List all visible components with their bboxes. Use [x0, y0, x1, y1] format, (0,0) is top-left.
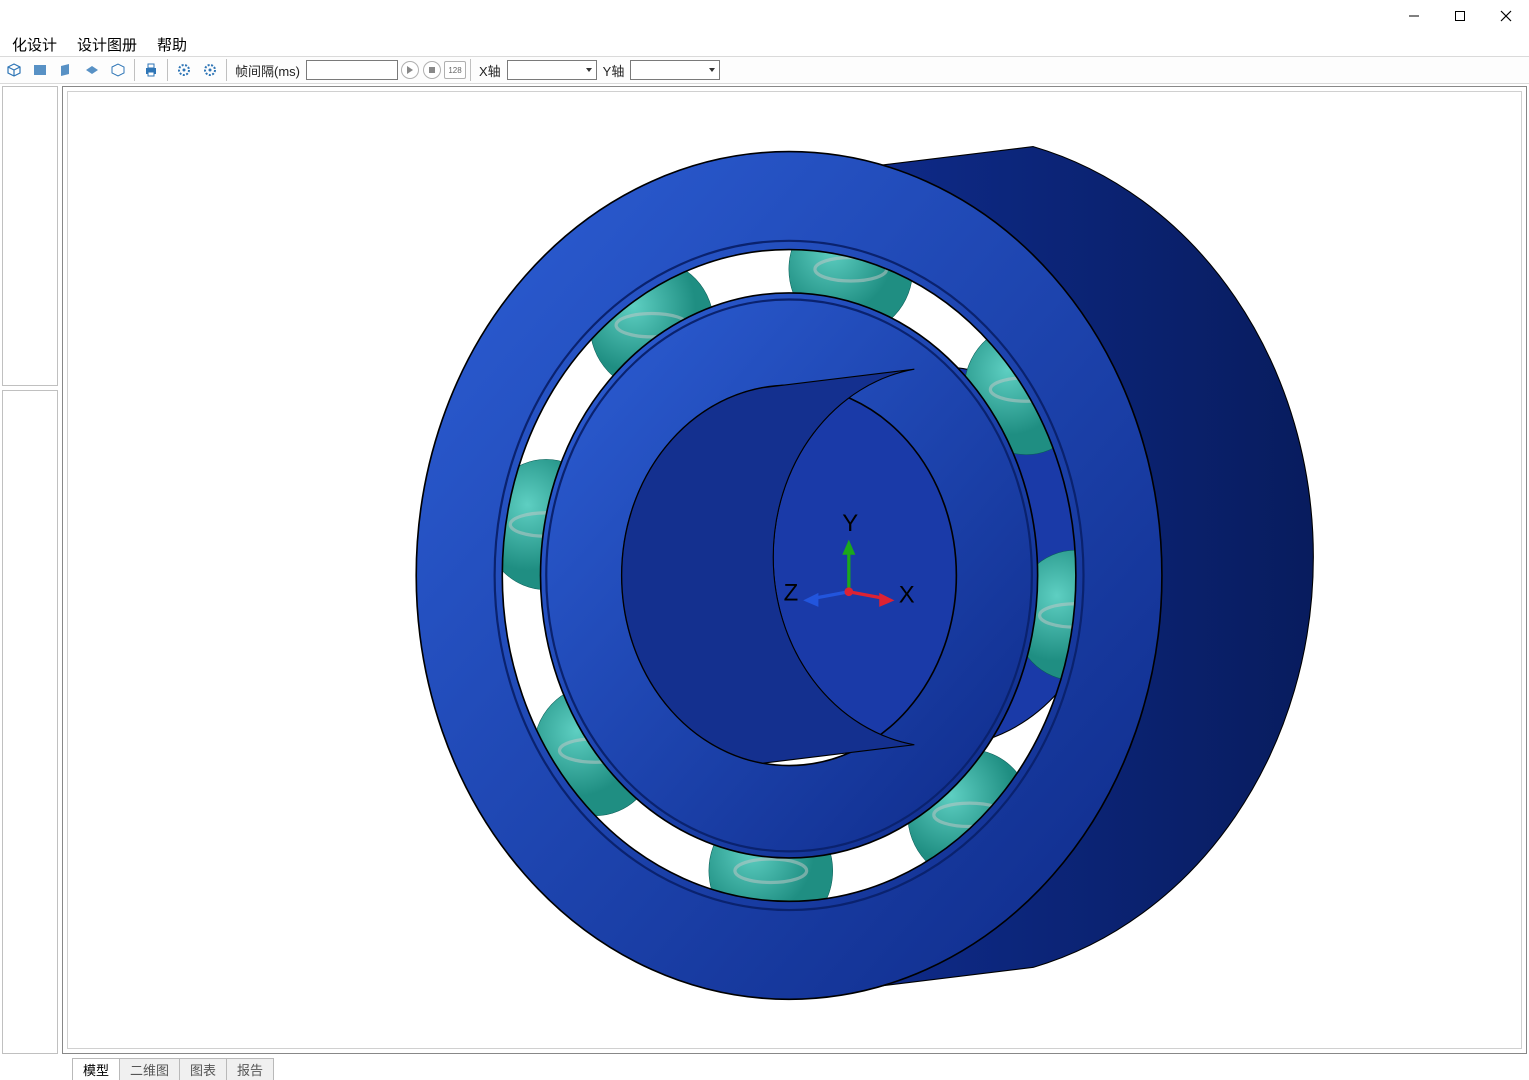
x-axis-label: X轴: [475, 61, 505, 80]
toolbar-separator: [470, 59, 471, 81]
viewport-container: Y X Z: [62, 86, 1527, 1054]
y-axis-combo[interactable]: [630, 60, 720, 80]
svg-text:X: X: [899, 582, 915, 609]
interval-input[interactable]: [306, 60, 398, 80]
bearing-model: Y X Z: [68, 92, 1521, 1048]
side-panel-top[interactable]: [2, 86, 58, 386]
view-front-icon[interactable]: [28, 59, 52, 81]
menu-item-atlas[interactable]: 设计图册: [67, 32, 147, 57]
menu-item-design[interactable]: 化设计: [2, 32, 67, 57]
view-iso-icon[interactable]: [2, 59, 26, 81]
side-panel-bottom[interactable]: [2, 390, 58, 1054]
viewport-inner: Y X Z: [67, 91, 1522, 1049]
settings-gear-icon[interactable]: [172, 59, 196, 81]
side-panel: [0, 84, 60, 1056]
x-axis-combo[interactable]: [507, 60, 597, 80]
maximize-button[interactable]: [1437, 0, 1483, 32]
minimize-button[interactable]: [1391, 0, 1437, 32]
tab-report[interactable]: 报告: [226, 1058, 274, 1080]
view-side-icon[interactable]: [54, 59, 78, 81]
toolbar-separator: [167, 59, 168, 81]
menu-bar: 化设计 设计图册 帮助: [0, 32, 1529, 56]
close-button[interactable]: [1483, 0, 1529, 32]
view-wire-icon[interactable]: [106, 59, 130, 81]
bottom-tab-bar: 模型 二维图 图表 报告: [0, 1056, 1529, 1080]
tab-model[interactable]: 模型: [72, 1058, 120, 1080]
window-titlebar: [0, 0, 1529, 32]
view-top-icon[interactable]: [80, 59, 104, 81]
menu-item-help[interactable]: 帮助: [147, 32, 197, 57]
y-axis-label: Y轴: [599, 61, 629, 80]
stop-button[interactable]: [423, 61, 441, 79]
tab-2d[interactable]: 二维图: [119, 1058, 180, 1080]
viewport-3d[interactable]: Y X Z: [62, 86, 1527, 1054]
toolbar-separator: [226, 59, 227, 81]
frame-display[interactable]: 128: [444, 61, 466, 79]
svg-text:Y: Y: [842, 510, 858, 537]
play-button[interactable]: [401, 61, 419, 79]
run-gear-icon[interactable]: [198, 59, 222, 81]
interval-label: 帧间隔(ms): [231, 61, 304, 80]
workspace: Y X Z: [0, 84, 1529, 1056]
print-icon[interactable]: [139, 59, 163, 81]
tab-chart[interactable]: 图表: [179, 1058, 227, 1080]
svg-text:Z: Z: [784, 579, 799, 606]
toolbar: 帧间隔(ms) 128 X轴 Y轴: [0, 56, 1529, 84]
toolbar-separator: [134, 59, 135, 81]
